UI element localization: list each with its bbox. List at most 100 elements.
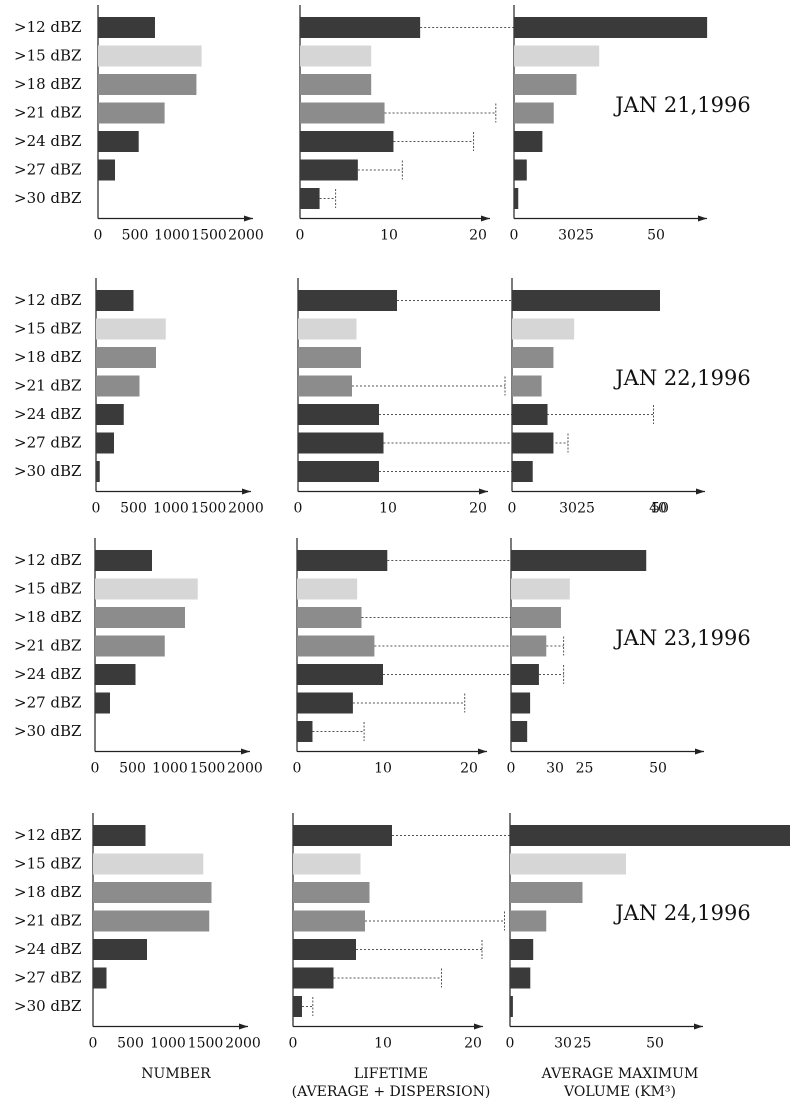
volume-bar (511, 692, 531, 714)
volume-bar (510, 853, 626, 875)
lifetime-bar (297, 607, 362, 628)
lifetime-tick-label: 20 (464, 1036, 482, 1052)
number-tick-label: 0 (89, 1036, 98, 1052)
lifetime-tick-label: 0 (296, 228, 305, 244)
volume-axis-subtitle: VOLUME (KM³) (563, 1084, 676, 1100)
number-tick-label: 1000 (153, 501, 189, 517)
lifetime-tick-label: 30 (546, 761, 564, 777)
volume-bar (514, 131, 543, 152)
category-label: >15 dBZ (14, 855, 81, 873)
volume-tick-label: 50 (649, 761, 667, 777)
lifetime-tick-label: 40 (649, 501, 667, 517)
lifetime-bar (300, 17, 421, 38)
number-tick-label: 1500 (190, 761, 226, 777)
volume-bar (512, 318, 575, 340)
panel-date-label: JAN 21,1996 (613, 93, 750, 117)
volume-tick-label: 0 (508, 501, 517, 517)
category-label: >27 dBZ (14, 969, 81, 987)
volume-x-axis-arrow (694, 1023, 703, 1030)
volume-bar (511, 550, 647, 571)
lifetime-bar (300, 45, 372, 67)
number-tick-label: 2000 (228, 501, 264, 517)
volume-bar (514, 45, 600, 67)
volume-bar (512, 375, 542, 397)
number-bar (96, 461, 100, 482)
number-bar (98, 45, 202, 67)
number-tick-label: 500 (122, 228, 149, 244)
lifetime-axis-title: LIFETIME (354, 1066, 428, 1082)
category-label: >18 dBZ (14, 75, 81, 93)
volume-bar (514, 17, 708, 38)
number-tick-label: 2000 (225, 1036, 261, 1052)
volume-bar (514, 159, 527, 181)
number-tick-label: 0 (94, 228, 103, 244)
number-bar (98, 74, 197, 95)
lifetime-bar (298, 461, 379, 482)
volume-bar (512, 432, 554, 454)
category-label: >24 dBZ (14, 665, 81, 683)
category-label: >27 dBZ (14, 161, 81, 179)
lifetime-bar (300, 102, 385, 124)
category-label: >18 dBZ (14, 883, 81, 901)
lifetime-tick-label: 20 (460, 761, 478, 777)
volume-tick-label: 25 (576, 228, 594, 244)
category-label: >27 dBZ (14, 694, 81, 712)
number-bar (93, 939, 147, 960)
lifetime-bar (293, 825, 392, 846)
volume-bar (514, 188, 519, 209)
volume-tick-label: 25 (574, 1036, 592, 1052)
volume-axis-title: AVERAGE MAXIMUM (541, 1066, 699, 1082)
volume-tick-label: 50 (651, 501, 669, 517)
volume-x-axis-arrow (698, 215, 707, 222)
number-x-axis-arrow (242, 488, 251, 495)
category-label: >21 dBZ (14, 377, 81, 395)
lifetime-bar (297, 721, 313, 742)
lifetime-tick-label: 10 (379, 501, 397, 517)
number-bar (95, 550, 152, 571)
lifetime-bar (300, 188, 320, 209)
lifetime-bar (297, 664, 383, 685)
number-bar (93, 825, 146, 846)
lifetime-bar (298, 347, 361, 368)
lifetime-tick-label: 10 (374, 761, 392, 777)
number-bar (95, 664, 136, 685)
volume-bar (510, 967, 531, 989)
category-label: >24 dBZ (14, 940, 81, 958)
lifetime-bar (298, 404, 379, 425)
lifetime-bar (298, 432, 384, 454)
category-label: >18 dBZ (14, 348, 81, 366)
lifetime-x-axis-arrow (478, 748, 487, 755)
lifetime-axis-subtitle: (AVERAGE + DISPERSION) (292, 1084, 491, 1100)
number-bar (98, 131, 139, 152)
category-label: >12 dBZ (14, 551, 81, 569)
category-label: >24 dBZ (14, 132, 81, 150)
number-x-axis-arrow (241, 748, 250, 755)
lifetime-bar (293, 939, 356, 960)
category-label: >30 dBZ (14, 189, 81, 207)
lifetime-bar (300, 159, 358, 181)
volume-tick-label: 50 (646, 1036, 664, 1052)
number-axis-title: NUMBER (141, 1066, 211, 1082)
lifetime-x-axis-arrow (481, 215, 490, 222)
category-label: >12 dBZ (14, 826, 81, 844)
volume-tick-label: 50 (647, 228, 665, 244)
volume-bar (512, 347, 554, 368)
lifetime-bar (297, 635, 375, 657)
lifetime-bar (293, 910, 365, 932)
panel-date-label: JAN 23,1996 (613, 626, 750, 650)
number-bar (93, 882, 212, 903)
number-bar (95, 635, 165, 657)
lifetime-tick-label: 0 (293, 761, 302, 777)
number-bar (95, 578, 198, 600)
number-bar (96, 347, 156, 368)
number-bar (96, 318, 166, 340)
category-label: >12 dBZ (14, 18, 81, 36)
lifetime-tick-label: 30 (559, 501, 577, 517)
number-tick-label: 1000 (154, 228, 190, 244)
number-tick-label: 500 (120, 501, 147, 517)
number-bar (96, 404, 124, 425)
category-label: >24 dBZ (14, 405, 81, 423)
volume-bar (510, 939, 534, 960)
volume-bar (510, 882, 583, 903)
category-label: >30 dBZ (14, 722, 81, 740)
